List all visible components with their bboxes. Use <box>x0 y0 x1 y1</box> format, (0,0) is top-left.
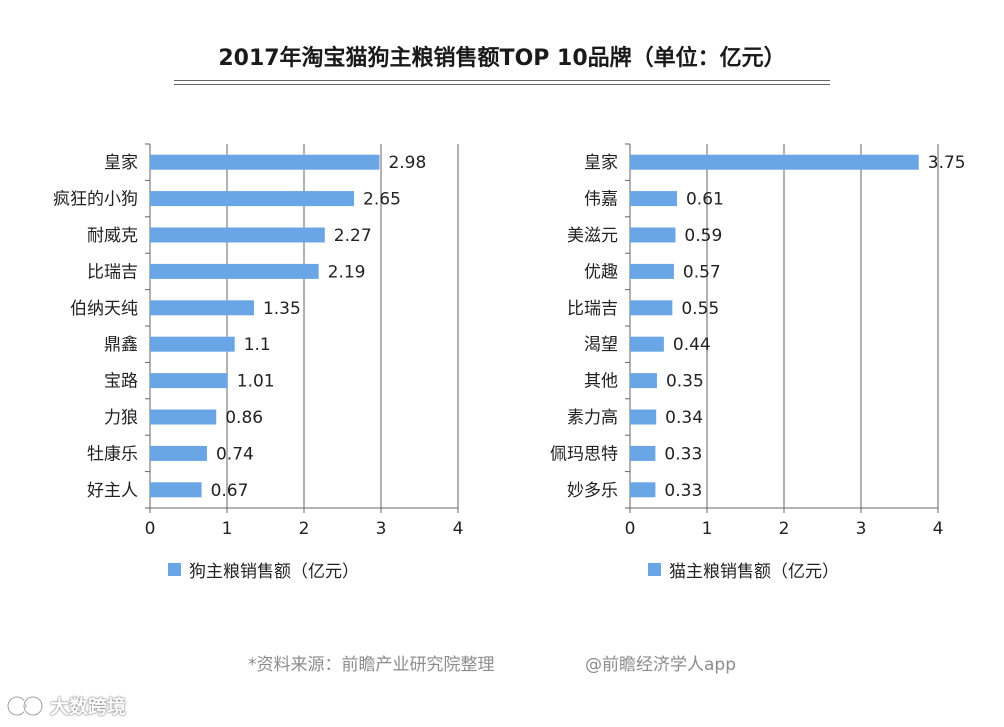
dog-category-label: 耐威克 <box>87 226 138 246</box>
cat-x-tick-label: 3 <box>856 519 867 539</box>
cat-x-tick-label: 1 <box>702 519 713 539</box>
cat-category-label: 其他 <box>584 372 618 392</box>
cat-food-chart: 0 1 2 3 4 皇家 3.75 伟嘉 0.61 美滋元 0.59 优趣 0.57 比瑞吉 0.55 渴望 0… <box>490 130 966 539</box>
dog-x-tick-label: 0 <box>145 519 156 539</box>
dog-bar <box>150 482 202 498</box>
dog-bar <box>150 336 235 352</box>
cat-category-label: 渴望 <box>584 335 618 355</box>
title-underline-secondary <box>174 84 830 85</box>
cat-food-chart-svg: 0 1 2 3 4 皇家 3.75 伟嘉 0.61 美滋元 0.59 优趣 0.57 比瑞吉 0.55 渴望 0… <box>550 143 966 539</box>
cat-bar <box>630 373 657 389</box>
dog-value-label: 2.27 <box>334 226 372 246</box>
cat-value-label: 3.75 <box>928 153 966 173</box>
dog-category-label: 牡康乐 <box>87 444 138 464</box>
cat-category-label: 素力高 <box>567 408 618 428</box>
watermark-logo-icon <box>6 695 44 716</box>
cat-bar <box>630 482 656 498</box>
cat-category-label: 皇家 <box>584 153 618 173</box>
dog-category-label: 皇家 <box>104 153 138 173</box>
dog-food-chart-svg: 0 1 2 3 4 皇家 2.98 疯狂的小狗 2.65 耐威克 2.27 比瑞吉 2.19 伯纳天纯 1.… <box>53 143 463 539</box>
cat-legend: 猫主粮销售额（亿元） <box>648 557 839 582</box>
watermark-text: 大数跨境 <box>50 696 127 718</box>
cat-legend-label: 猫主粮销售额（亿元） <box>669 562 839 582</box>
cat-bar <box>630 263 674 279</box>
cat-bar <box>630 409 657 425</box>
dog-category-label: 力狼 <box>104 408 138 428</box>
cat-category-label: 优趣 <box>584 262 618 282</box>
cat-x-tick-label: 2 <box>779 519 790 539</box>
cat-category-label: 伟嘉 <box>584 190 618 210</box>
dog-value-label: 0.74 <box>216 444 254 464</box>
dog-x-tick-label: 3 <box>376 519 387 539</box>
dog-value-label: 0.86 <box>225 408 263 428</box>
dog-bar <box>150 445 207 461</box>
dog-food-chart: 0 1 2 3 4 皇家 2.98 疯狂的小狗 2.65 耐威克 2.27 比瑞吉 2.19 伯纳天纯 1.… <box>10 130 480 539</box>
dog-bar <box>150 154 380 170</box>
dog-value-label: 2.98 <box>388 153 426 173</box>
dog-bar <box>150 300 254 316</box>
cat-bar <box>630 227 676 243</box>
dog-category-label: 好主人 <box>87 481 138 501</box>
cat-value-label: 0.35 <box>666 372 704 392</box>
chart-title: 2017年淘宝猫狗主粮销售额TOP 10品牌（单位：亿元） <box>218 46 786 71</box>
cat-bar <box>630 445 656 461</box>
cat-legend-swatch <box>648 563 661 576</box>
dog-legend: 狗主粮销售额（亿元） <box>168 557 359 582</box>
dog-x-tick-label: 2 <box>299 519 310 539</box>
cat-value-label: 0.55 <box>681 299 719 319</box>
cat-value-label: 0.44 <box>673 335 711 355</box>
cat-bar <box>630 191 677 207</box>
dog-x-tick-label: 4 <box>453 519 464 539</box>
dog-value-label: 1.01 <box>237 372 275 392</box>
watermark: 大数跨境 <box>6 692 126 719</box>
dog-bar <box>150 373 228 389</box>
cat-x-tick-label: 0 <box>625 519 636 539</box>
cat-category-label: 妙多乐 <box>567 481 618 501</box>
dog-x-tick-label: 1 <box>222 519 233 539</box>
cat-value-label: 0.61 <box>686 190 724 210</box>
dog-value-label: 1.35 <box>263 299 301 319</box>
dog-bar <box>150 409 217 425</box>
cat-category-label: 佩玛思特 <box>550 444 618 464</box>
author-handle: @前瞻经济学人app <box>585 655 736 675</box>
cat-value-label: 0.33 <box>664 444 702 464</box>
cat-bar <box>630 154 919 170</box>
dog-bar <box>150 227 325 243</box>
dog-bar <box>150 263 319 279</box>
title-underline <box>174 80 830 81</box>
cat-x-tick-label: 4 <box>933 519 944 539</box>
cat-value-label: 0.33 <box>664 481 702 501</box>
dog-value-label: 0.67 <box>211 481 249 501</box>
dog-category-label: 鼎鑫 <box>104 335 138 355</box>
cat-bar <box>630 336 664 352</box>
dog-value-label: 2.65 <box>363 190 401 210</box>
dog-value-label: 1.1 <box>244 335 271 355</box>
dog-category-label: 疯狂的小狗 <box>53 190 138 210</box>
dog-category-label: 比瑞吉 <box>87 262 138 282</box>
dog-bar <box>150 191 355 207</box>
dog-category-label: 宝路 <box>104 372 138 392</box>
source-note: *资料来源：前瞻产业研究院整理 <box>248 655 495 675</box>
cat-value-label: 0.59 <box>684 226 722 246</box>
dog-value-label: 2.19 <box>328 262 366 282</box>
cat-category-label: 比瑞吉 <box>567 299 618 319</box>
dog-legend-label: 狗主粮销售额（亿元） <box>189 562 359 582</box>
cat-value-label: 0.34 <box>665 408 703 428</box>
cat-category-label: 美滋元 <box>567 226 618 246</box>
dog-category-label: 伯纳天纯 <box>70 299 138 319</box>
cat-bar <box>630 300 673 316</box>
cat-value-label: 0.57 <box>683 262 721 282</box>
dog-legend-swatch <box>168 563 181 576</box>
